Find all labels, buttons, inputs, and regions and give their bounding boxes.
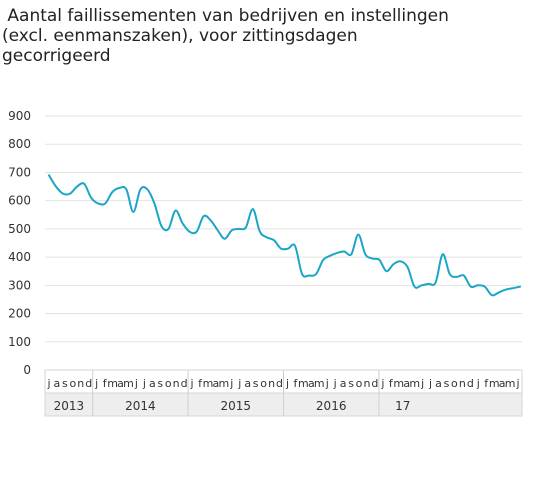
- x-tick-month-label: d: [276, 377, 283, 390]
- x-tick-month-label: m: [489, 377, 500, 390]
- x-tick-month-label: j: [229, 377, 233, 390]
- y-tick-label: 700: [8, 165, 31, 179]
- x-tick-year-label: 2013: [54, 399, 85, 413]
- x-tick-month-label: a: [435, 377, 442, 390]
- y-tick-label: 300: [8, 278, 31, 292]
- x-tick-month-label: a: [499, 377, 506, 390]
- x-tick-month-label: a: [403, 377, 410, 390]
- x-tick-month-label: m: [203, 377, 214, 390]
- x-tick-month-label: m: [393, 377, 404, 390]
- x-tick-month-label: n: [77, 377, 84, 390]
- x-tick-month-label: s: [253, 377, 259, 390]
- x-tick-month-label: a: [54, 377, 61, 390]
- x-tick-month-label: o: [165, 377, 172, 390]
- x-tick-month-label: j: [515, 377, 519, 390]
- chart-title-line-2: (excl. eenmanszaken), voor zittingsdagen: [2, 26, 358, 46]
- x-tick-month-label: a: [340, 377, 347, 390]
- y-tick-label: 100: [8, 335, 31, 349]
- x-tick-month-label: a: [149, 377, 156, 390]
- y-tick-label: 900: [8, 109, 31, 123]
- x-tick-month-label: m: [219, 377, 230, 390]
- x-tick-month-label: j: [333, 377, 337, 390]
- x-tick-month-label: s: [348, 377, 354, 390]
- y-tick-label: 200: [8, 307, 31, 321]
- x-tick-month-label: j: [46, 377, 50, 390]
- chart-title: Aantal faillissementen van bedrijven en …: [2, 6, 522, 66]
- x-tick-month-label: n: [268, 377, 275, 390]
- x-tick-month-label: s: [62, 377, 68, 390]
- x-tick-month-label: j: [237, 377, 241, 390]
- x-tick-month-label: j: [325, 377, 329, 390]
- x-tick-month-label: j: [94, 377, 98, 390]
- x-tick-month-label: m: [107, 377, 118, 390]
- x-tick-year-label: 2016: [316, 399, 347, 413]
- x-tick-month-label: n: [173, 377, 180, 390]
- x-tick-month-label: f: [198, 377, 203, 390]
- series-line: [48, 174, 521, 297]
- x-tick-month-label: s: [157, 377, 163, 390]
- x-tick-month-label: n: [459, 377, 466, 390]
- x-tick-month-label: a: [213, 377, 220, 390]
- x-tick-month-label: s: [444, 377, 450, 390]
- x-tick-month-label: m: [314, 377, 325, 390]
- y-tick-label: 400: [8, 250, 31, 264]
- x-tick-month-label: f: [103, 377, 108, 390]
- x-tick-month-label: m: [123, 377, 134, 390]
- x-tick-month-label: d: [371, 377, 378, 390]
- x-tick-month-label: j: [420, 377, 424, 390]
- x-tick-month-label: o: [260, 377, 267, 390]
- x-tick-month-label: o: [69, 377, 76, 390]
- chart-title-line-3: gecorrigeerd: [2, 46, 111, 66]
- x-tick-month-label: d: [181, 377, 188, 390]
- x-tick-year-label: 2015: [221, 399, 252, 413]
- x-tick-month-label: m: [409, 377, 420, 390]
- y-tick-label: 0: [23, 363, 31, 377]
- x-tick-month-label: a: [117, 377, 124, 390]
- x-tick-month-label: n: [363, 377, 370, 390]
- x-tick-month-label: j: [476, 377, 480, 390]
- x-tick-month-label: m: [505, 377, 516, 390]
- x-tick-month-label: d: [467, 377, 474, 390]
- x-tick-month-label: a: [244, 377, 251, 390]
- x-tick-year-label: 2014: [125, 399, 156, 413]
- y-tick-label: 800: [8, 137, 31, 151]
- x-tick-month-label: o: [451, 377, 458, 390]
- x-tick-month-label: j: [380, 377, 384, 390]
- x-tick-month-label: j: [285, 377, 289, 390]
- x-tick-month-label: f: [389, 377, 394, 390]
- x-tick-month-label: j: [134, 377, 138, 390]
- x-tick-month-label: d: [85, 377, 92, 390]
- x-tick-month-label: j: [142, 377, 146, 390]
- x-tick-month-label: m: [298, 377, 309, 390]
- x-tick-month-label: a: [308, 377, 315, 390]
- x-tick-month-label: f: [293, 377, 298, 390]
- x-tick-month-label: j: [428, 377, 432, 390]
- x-tick-month-label: f: [484, 377, 489, 390]
- y-tick-label: 600: [8, 194, 31, 208]
- x-tick-month-label: o: [356, 377, 363, 390]
- x-tick-year-label: 17: [395, 399, 410, 413]
- chart-title-line-1: Aantal faillissementen van bedrijven en …: [2, 6, 449, 26]
- y-tick-label: 500: [8, 222, 31, 236]
- x-tick-month-label: j: [190, 377, 194, 390]
